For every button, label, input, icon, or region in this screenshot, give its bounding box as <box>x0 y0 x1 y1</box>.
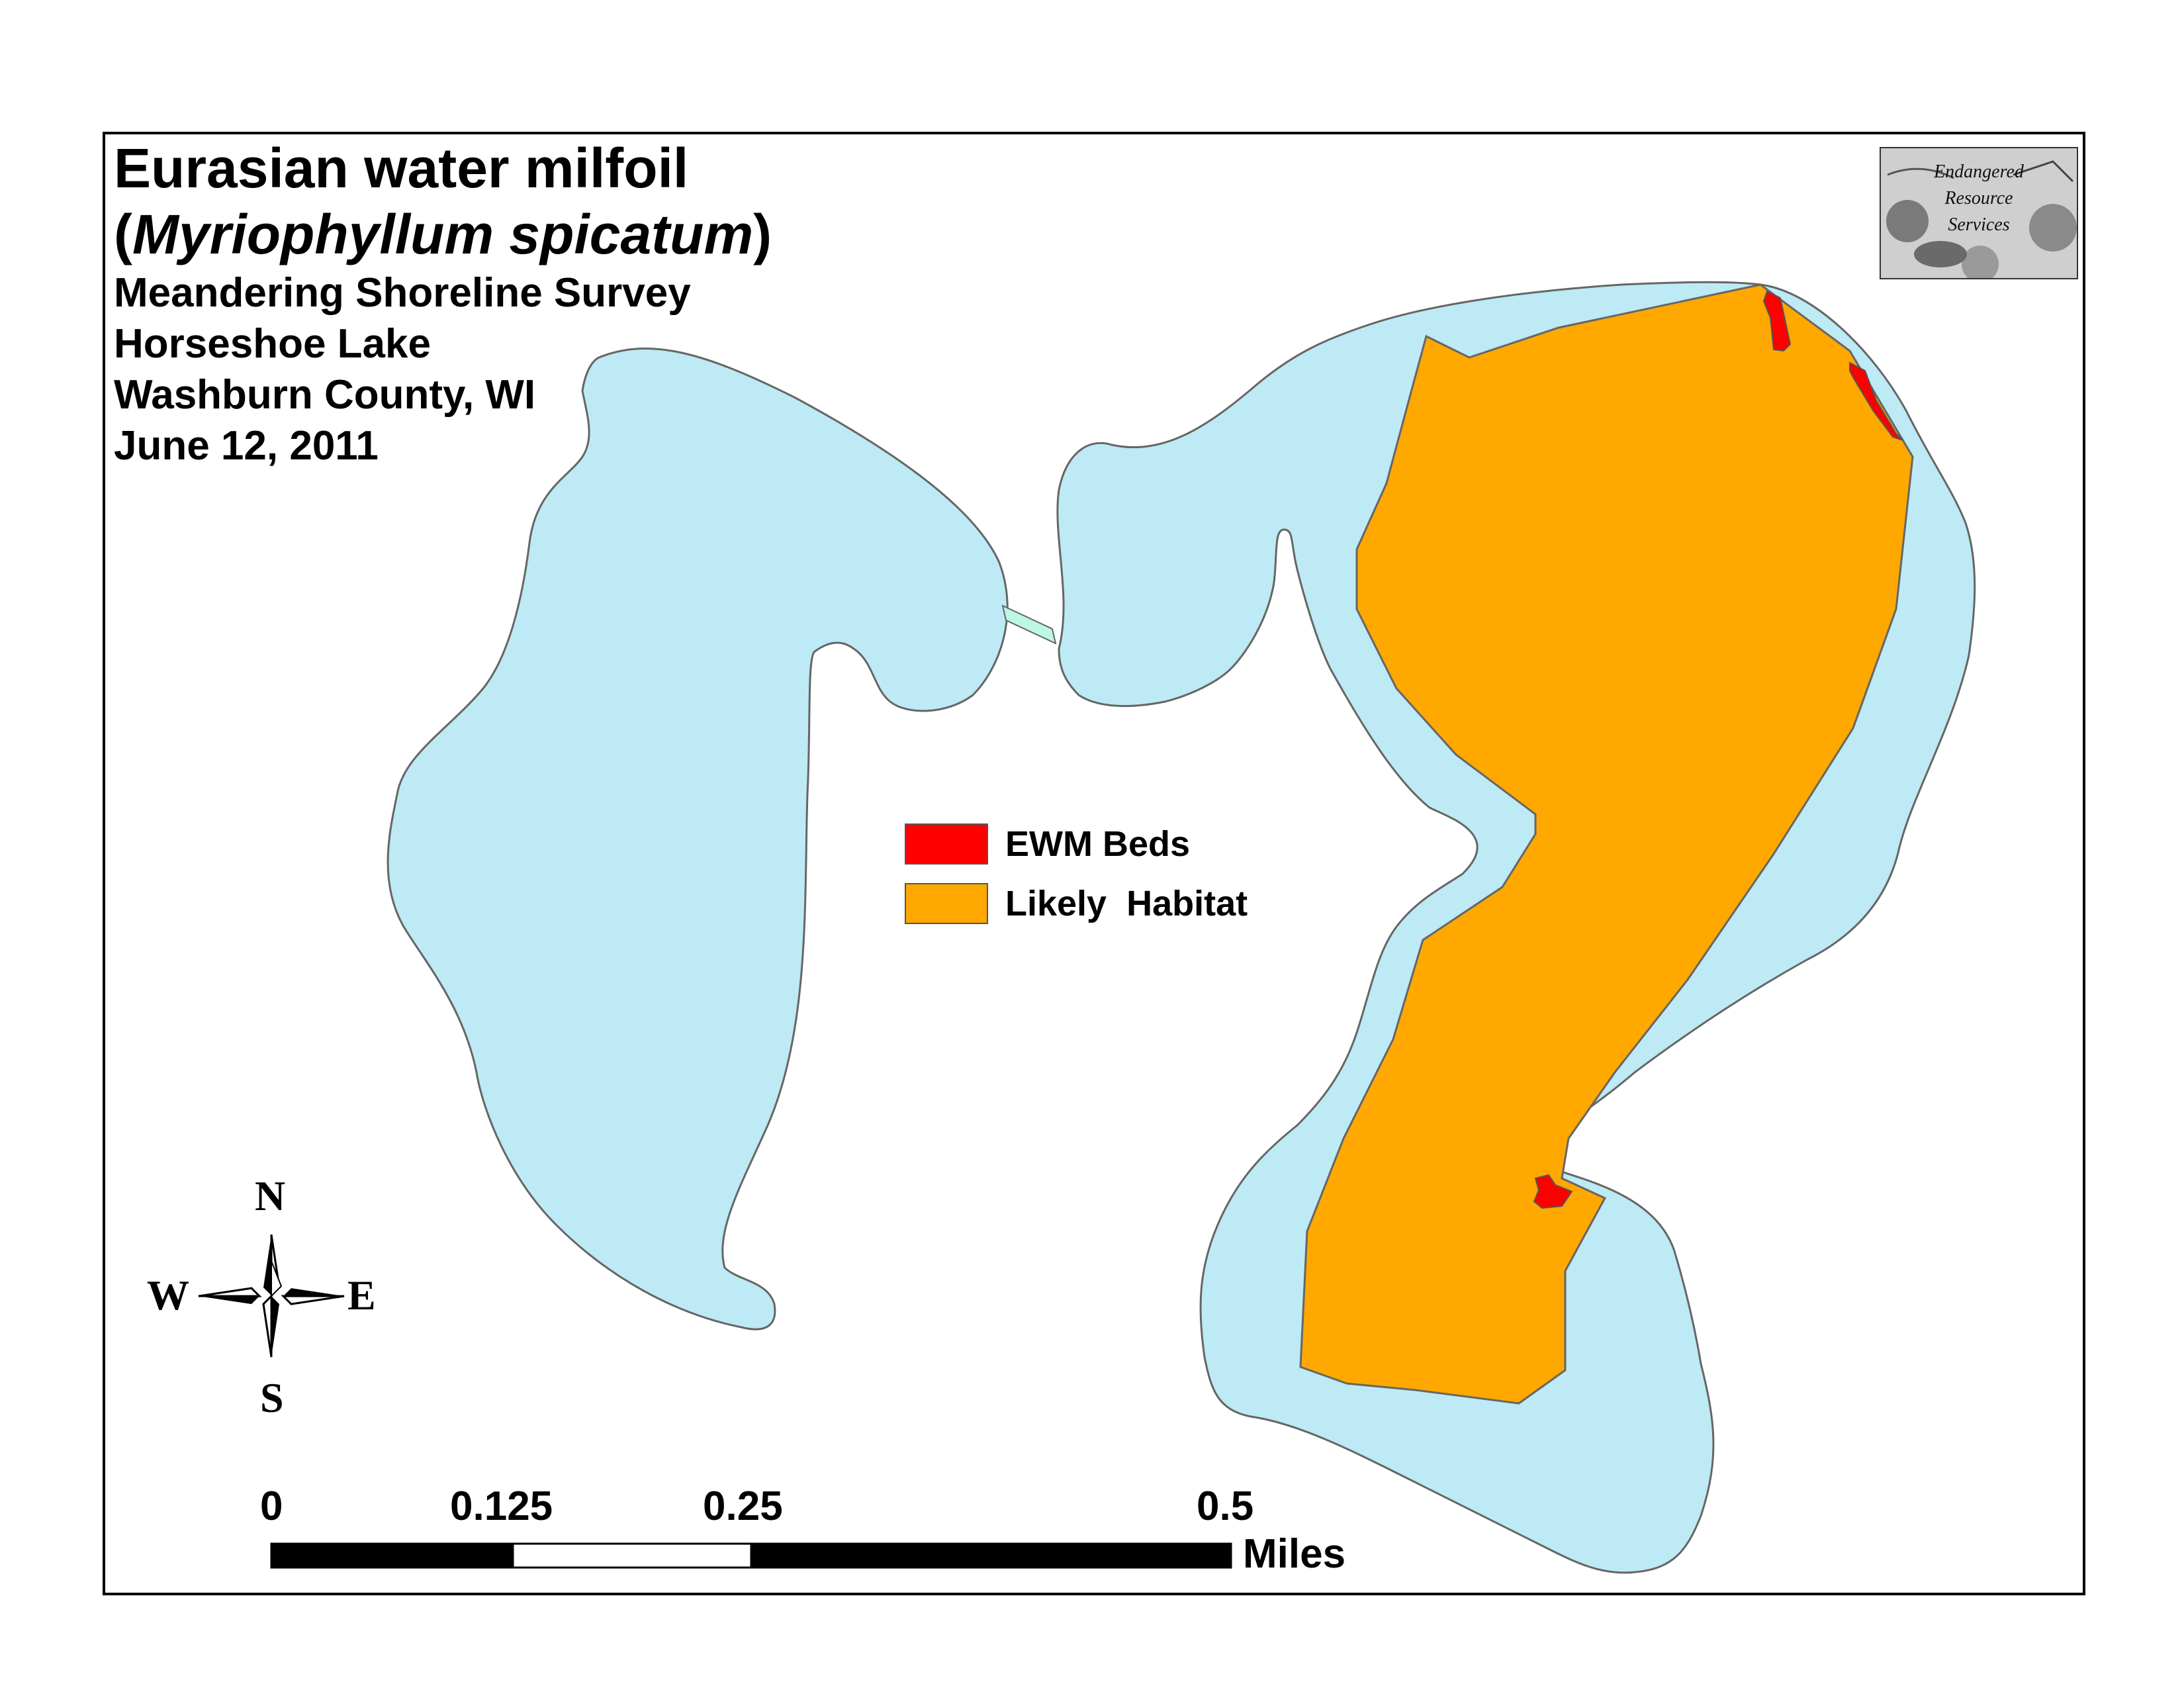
scale-bar <box>270 1542 1232 1569</box>
compass-east-label: E <box>347 1272 376 1319</box>
scale-tick-025: 0.25 <box>703 1483 783 1529</box>
compass-west-label: W <box>147 1272 189 1319</box>
compass-rose-icon <box>198 1234 345 1358</box>
logo-line-3: Services <box>1948 214 2010 235</box>
channel <box>1001 604 1057 645</box>
legend: EWM Beds Likely Habitat <box>905 814 1248 933</box>
scale-unit: Miles <box>1243 1531 1346 1577</box>
lake-name: Horseshoe Lake <box>114 321 431 367</box>
ers-logo: Endangered Resource Services <box>1880 147 2078 279</box>
scale-tick-0: 0 <box>260 1483 283 1529</box>
ewm-bed-northeast <box>1849 361 1903 441</box>
compass-south-label: S <box>260 1374 284 1421</box>
logo-line-1: Endangered <box>1934 162 2024 182</box>
survey-type: Meandering Shoreline Survey <box>114 270 691 316</box>
survey-date: June 12, 2011 <box>114 423 379 469</box>
scale-tick-05: 0.5 <box>1197 1483 1254 1529</box>
compass-north-label: N <box>255 1172 286 1219</box>
likely-habitat-area <box>1299 283 1914 1405</box>
ewm-bed-north <box>1762 290 1792 352</box>
legend-item-ewm: EWM Beds <box>905 814 1248 874</box>
map-frame <box>103 132 2085 1595</box>
county-name: Washburn County, WI <box>114 372 536 418</box>
legend-swatch-habitat <box>905 883 988 924</box>
logo-line-2: Resource <box>1944 188 2013 209</box>
legend-label-habitat: Likely Habitat <box>1005 884 1248 923</box>
scale-tick-0125: 0.125 <box>450 1483 553 1529</box>
west-basin <box>387 348 1009 1331</box>
species-name: (Myriophyllum spicatum) <box>114 203 772 265</box>
legend-swatch-ewm <box>905 823 988 865</box>
map-title: Eurasian water milfoil <box>114 137 689 199</box>
ewm-bed-south <box>1533 1174 1573 1209</box>
legend-label-ewm: EWM Beds <box>1005 824 1191 864</box>
title-block: Eurasian water milfoil (Myriophyllum spi… <box>114 135 772 471</box>
legend-item-habitat: Likely Habitat <box>905 874 1248 933</box>
